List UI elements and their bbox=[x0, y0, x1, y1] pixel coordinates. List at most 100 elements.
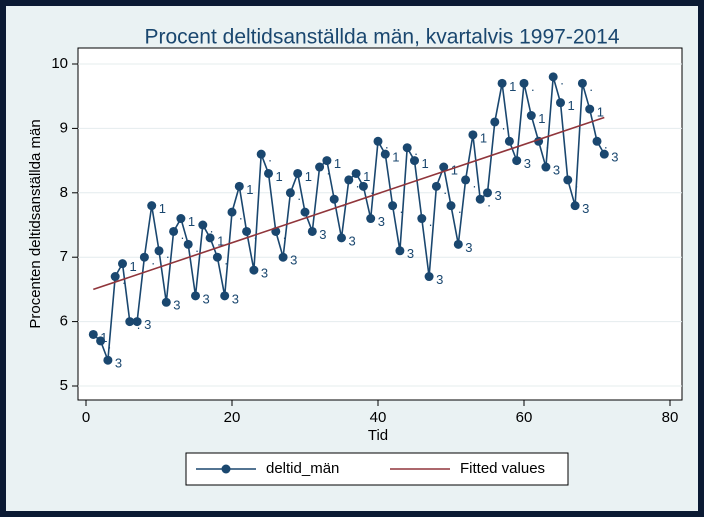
point-label: . bbox=[385, 137, 389, 152]
data-point bbox=[125, 317, 135, 327]
point-label: 1 bbox=[568, 98, 575, 113]
x-axis-title: Tid bbox=[368, 427, 388, 444]
x-tick-label: 20 bbox=[224, 409, 241, 426]
point-label: . bbox=[239, 208, 243, 223]
data-point bbox=[475, 194, 485, 204]
data-point bbox=[191, 291, 200, 301]
series-line bbox=[93, 116, 605, 291]
point-label: . bbox=[327, 162, 331, 177]
data-point bbox=[541, 162, 551, 172]
data-point bbox=[322, 156, 332, 166]
point-label: 3 bbox=[465, 240, 472, 255]
point-label: . bbox=[400, 201, 404, 216]
data-point bbox=[212, 252, 222, 262]
data-point bbox=[234, 181, 244, 191]
data-point bbox=[256, 149, 266, 159]
data-point bbox=[300, 207, 310, 217]
point-label: 3 bbox=[203, 291, 210, 306]
data-point bbox=[307, 226, 317, 236]
data-point bbox=[96, 336, 106, 346]
point-label: . bbox=[516, 137, 520, 152]
data-point bbox=[293, 168, 303, 178]
point-label: 3 bbox=[115, 356, 122, 371]
point-label: . bbox=[604, 137, 608, 152]
point-label: 1 bbox=[538, 111, 545, 126]
data-point bbox=[227, 207, 237, 217]
data-point bbox=[483, 188, 492, 198]
point-label: . bbox=[195, 240, 199, 255]
data-point bbox=[380, 149, 390, 159]
point-label: . bbox=[589, 79, 593, 94]
point-label: 3 bbox=[524, 156, 531, 171]
data-point bbox=[592, 136, 602, 146]
data-point bbox=[570, 201, 580, 211]
point-label: . bbox=[268, 150, 272, 165]
point-label: . bbox=[429, 214, 433, 229]
data-point bbox=[139, 252, 149, 262]
data-point bbox=[154, 246, 164, 256]
point-label: . bbox=[473, 175, 477, 190]
point-label: 1 bbox=[422, 156, 429, 171]
legend bbox=[185, 452, 569, 486]
point-label: 3 bbox=[349, 233, 356, 248]
data-point bbox=[118, 259, 127, 269]
data-point bbox=[169, 226, 179, 236]
data-point bbox=[439, 162, 449, 172]
x-tick-label: 40 bbox=[370, 409, 387, 426]
data-point bbox=[504, 136, 514, 146]
point-label: 3 bbox=[582, 201, 589, 216]
data-point bbox=[315, 162, 325, 172]
data-point bbox=[242, 226, 252, 236]
data-point bbox=[337, 233, 346, 243]
y-tick-label: 9 bbox=[60, 119, 68, 136]
data-point bbox=[395, 246, 405, 256]
point-label: 3 bbox=[611, 150, 618, 165]
point-label: 3 bbox=[436, 272, 443, 287]
point-label: 3 bbox=[173, 298, 180, 313]
x-tick-label: 80 bbox=[662, 409, 679, 426]
data-point bbox=[329, 194, 339, 204]
data-point bbox=[358, 181, 368, 191]
data-point bbox=[446, 201, 456, 211]
data-point bbox=[424, 272, 434, 282]
y-tick-label: 10 bbox=[51, 55, 68, 72]
chart-title: Procent deltidsanställda män, kvartalvis… bbox=[144, 26, 619, 49]
data-point bbox=[161, 297, 171, 307]
point-label: . bbox=[283, 227, 287, 242]
point-label: 1 bbox=[130, 259, 137, 274]
data-point bbox=[490, 117, 500, 127]
data-point bbox=[110, 272, 120, 282]
data-point bbox=[577, 78, 587, 88]
data-point bbox=[599, 149, 609, 159]
point-label: . bbox=[166, 246, 170, 261]
point-label: . bbox=[370, 182, 374, 197]
y-tick-label: 5 bbox=[60, 377, 68, 394]
point-label: 1 bbox=[451, 162, 458, 177]
point-label: 3 bbox=[261, 266, 268, 281]
point-label: . bbox=[443, 182, 447, 197]
point-label: . bbox=[458, 201, 462, 216]
point-label: 1 bbox=[480, 130, 487, 145]
data-point bbox=[402, 143, 412, 153]
point-label: 3 bbox=[407, 246, 414, 261]
data-point bbox=[264, 168, 273, 178]
data-point bbox=[410, 156, 419, 166]
data-point bbox=[468, 130, 478, 140]
point-label: 1 bbox=[159, 201, 166, 216]
point-label: . bbox=[224, 253, 228, 268]
y-tick-label: 6 bbox=[60, 313, 68, 330]
point-label: 1 bbox=[334, 156, 341, 171]
data-point bbox=[512, 156, 522, 166]
point-label: . bbox=[414, 143, 418, 158]
data-point bbox=[278, 252, 288, 262]
x-tick-label: 60 bbox=[516, 409, 533, 426]
data-point bbox=[388, 201, 398, 211]
data-point bbox=[220, 291, 230, 301]
point-label: 1 bbox=[217, 233, 224, 248]
y-tick-label: 8 bbox=[60, 184, 68, 201]
legend-label: Fitted values bbox=[460, 460, 545, 477]
point-label: 3 bbox=[144, 317, 151, 332]
point-label: 3 bbox=[290, 253, 297, 268]
data-point bbox=[497, 78, 507, 88]
data-point bbox=[285, 188, 295, 198]
